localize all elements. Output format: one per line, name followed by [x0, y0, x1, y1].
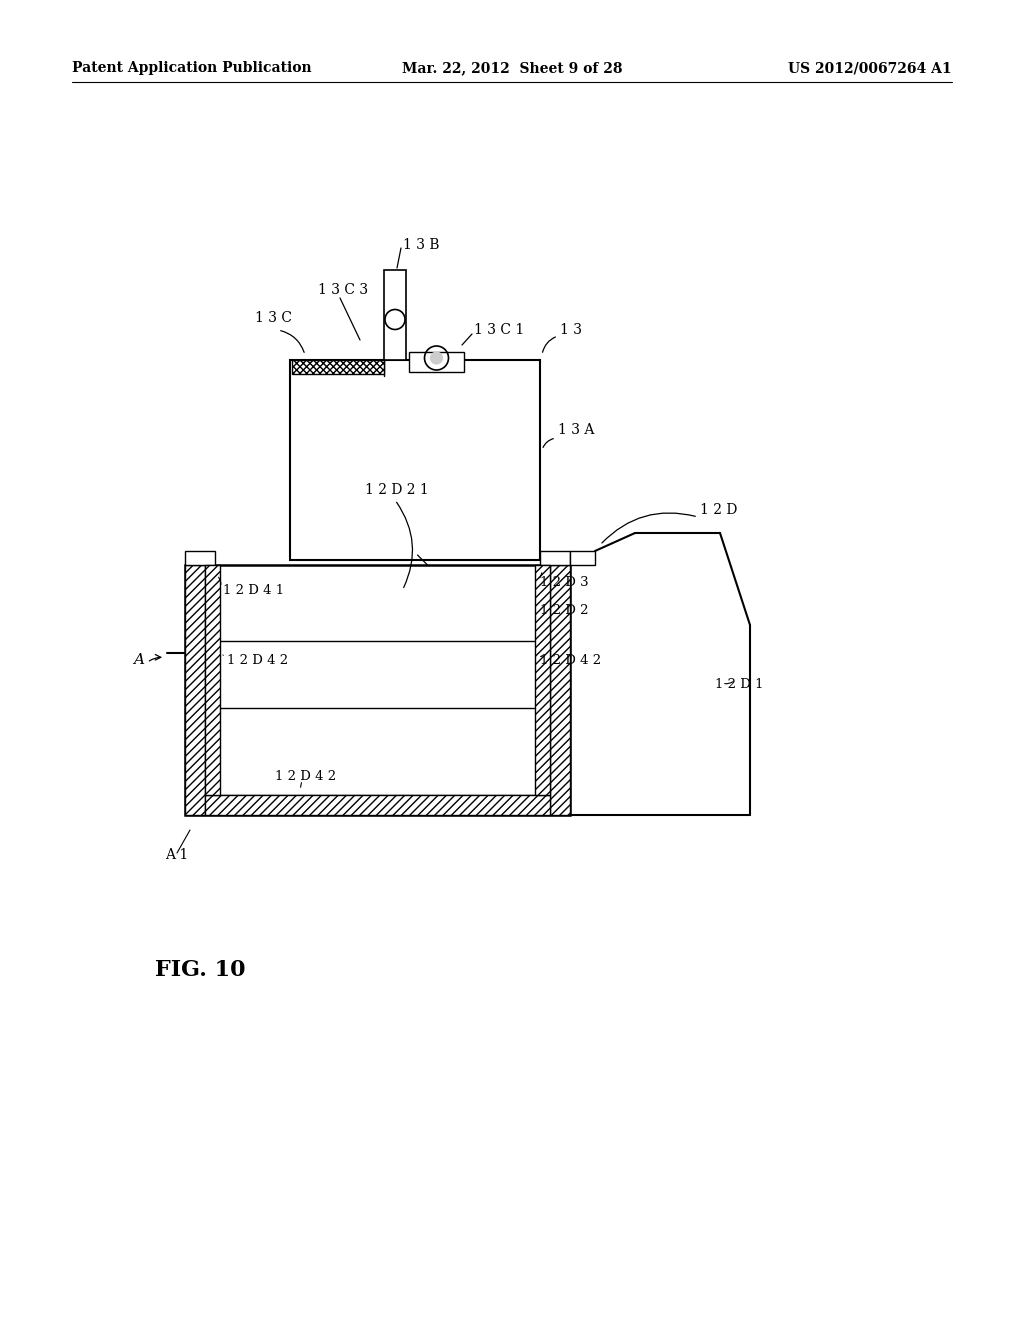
Circle shape [430, 351, 443, 364]
Bar [384, 271, 406, 360]
Text: 1 2 D 2: 1 2 D 2 [540, 603, 589, 616]
Text: 1 3 B: 1 3 B [403, 238, 439, 252]
Text: 1 2 D 3: 1 2 D 3 [540, 577, 589, 590]
Bar [205, 795, 550, 814]
Bar [550, 565, 570, 814]
Text: A 1: A 1 [165, 847, 188, 862]
Bar [185, 550, 215, 565]
Bar [540, 550, 570, 565]
Text: Mar. 22, 2012  Sheet 9 of 28: Mar. 22, 2012 Sheet 9 of 28 [401, 61, 623, 75]
Text: Patent Application Publication: Patent Application Publication [72, 61, 311, 75]
Text: 1 3 C 3: 1 3 C 3 [318, 282, 368, 297]
Text: 1 3 C: 1 3 C [255, 312, 292, 325]
Text: 1 2 D 4 2: 1 2 D 4 2 [275, 771, 336, 784]
Text: US 2012/0067264 A1: US 2012/0067264 A1 [788, 61, 952, 75]
Text: 1 2 D 4 1: 1 2 D 4 1 [223, 583, 284, 597]
Text: FIG. 10: FIG. 10 [155, 960, 246, 981]
Bar [409, 352, 464, 372]
Bar [292, 360, 384, 374]
Text: 1 3 A: 1 3 A [558, 422, 594, 437]
Bar [205, 565, 220, 795]
Text: 1 3 C 1: 1 3 C 1 [474, 323, 524, 337]
Bar [185, 565, 570, 814]
Text: A: A [133, 653, 144, 667]
Bar [185, 565, 205, 814]
Text: 1 2 D 1: 1 2 D 1 [715, 678, 764, 692]
Text: 1 3: 1 3 [560, 323, 582, 337]
Text: 1 2 D 4 2: 1 2 D 4 2 [540, 653, 601, 667]
Bar [535, 565, 550, 795]
Text: 1 2 D: 1 2 D [700, 503, 737, 517]
Bar [290, 360, 540, 560]
Bar [570, 550, 595, 565]
Text: 1 2 D 2 1: 1 2 D 2 1 [365, 483, 429, 498]
Text: 1 2 D 4 2: 1 2 D 4 2 [227, 653, 288, 667]
